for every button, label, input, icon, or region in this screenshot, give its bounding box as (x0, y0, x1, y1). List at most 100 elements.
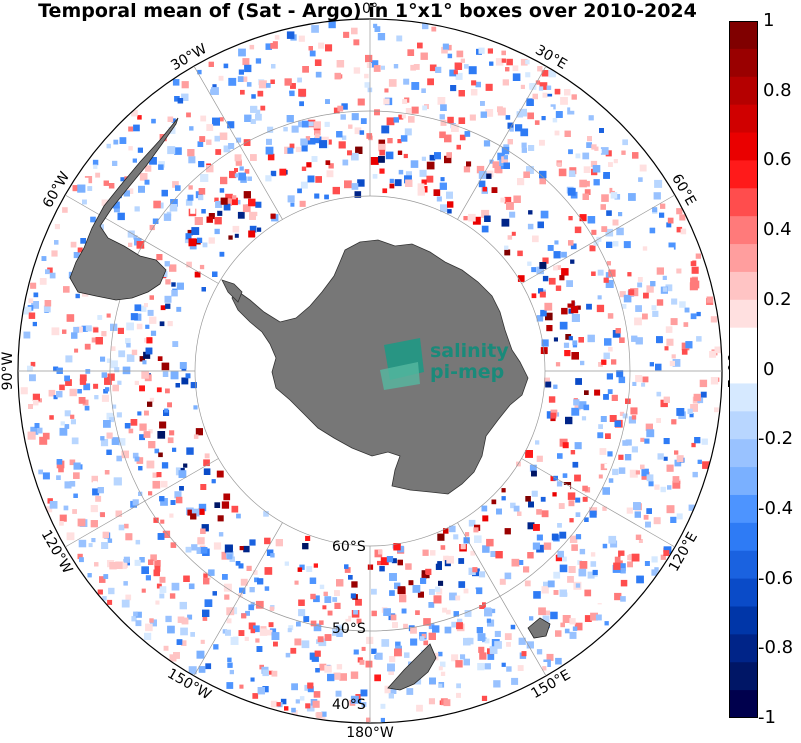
anomaly-cell (242, 204, 251, 213)
anomaly-cell (570, 305, 579, 314)
anomaly-cell (88, 543, 93, 548)
anomaly-cell (163, 213, 172, 221)
anomaly-cell (187, 194, 194, 201)
anomaly-cell (383, 98, 390, 105)
anomaly-cell (150, 554, 157, 561)
anomaly-cell (679, 214, 686, 221)
anomaly-cell (509, 211, 516, 218)
anomaly-cell (525, 496, 531, 502)
anomaly-cell (250, 677, 255, 682)
anomaly-cell (79, 557, 84, 563)
anomaly-cell (579, 548, 586, 555)
anomaly-cell (435, 586, 441, 592)
anomaly-cell (537, 66, 543, 72)
anomaly-cell (213, 644, 219, 650)
anomaly-cell (554, 88, 561, 95)
anomaly-cell (232, 225, 240, 233)
anomaly-cell (592, 569, 598, 576)
anomaly-cell (375, 652, 383, 660)
anomaly-cell (200, 174, 209, 182)
anomaly-cell (463, 588, 469, 594)
anomaly-cell (563, 485, 571, 493)
anomaly-cell (165, 303, 171, 309)
anomaly-cell (100, 439, 109, 447)
anomaly-cell (373, 23, 378, 28)
anomaly-cell (511, 677, 519, 685)
anomaly-cell (325, 99, 330, 104)
anomaly-cell (507, 122, 514, 129)
anomaly-cell (106, 313, 111, 318)
anomaly-cell (544, 302, 553, 311)
anomaly-cell (256, 646, 263, 652)
logo-text-line2: pi-mep (430, 361, 504, 383)
anomaly-cell (212, 591, 217, 596)
anomaly-cell (665, 326, 673, 333)
anomaly-cell (425, 568, 432, 575)
anomaly-cell (152, 480, 161, 489)
anomaly-cell (526, 641, 534, 649)
anomaly-cell (150, 330, 157, 336)
anomaly-cell (149, 224, 155, 231)
anomaly-cell (218, 75, 224, 81)
anomaly-cell (77, 553, 83, 560)
anomaly-cell (607, 313, 614, 319)
anomaly-cell (643, 292, 649, 299)
anomaly-cell (608, 478, 614, 483)
anomaly-cell (290, 202, 295, 207)
anomaly-cell (504, 249, 511, 256)
antarctic-peninsula (221, 279, 243, 303)
anomaly-cell (287, 147, 294, 154)
anomaly-cell (479, 571, 486, 578)
anomaly-cell (106, 412, 114, 420)
anomaly-cell (76, 326, 83, 333)
latitude-label: 50°S (332, 621, 366, 637)
anomaly-cell (134, 456, 140, 462)
anomaly-cell (447, 209, 452, 214)
anomaly-cell (458, 117, 466, 124)
anomaly-cell (341, 135, 347, 140)
anomaly-cell (366, 63, 372, 68)
anomaly-cell (405, 171, 412, 178)
anomaly-cell (196, 650, 205, 659)
anomaly-cell (118, 350, 126, 358)
anomaly-cell (195, 428, 203, 436)
anomaly-cell (186, 261, 192, 268)
anomaly-cell (154, 448, 160, 454)
anomaly-cell (136, 323, 143, 330)
anomaly-cell (181, 81, 189, 89)
anomaly-cell (53, 395, 58, 400)
anomaly-cell (157, 431, 166, 439)
anomaly-cell (446, 609, 451, 615)
anomaly-cell (305, 535, 311, 541)
anomaly-cell (561, 307, 568, 315)
anomaly-cell (137, 115, 142, 120)
anomaly-cell (284, 561, 289, 566)
anomaly-cell (299, 564, 305, 570)
anomaly-cell (343, 31, 350, 38)
anomaly-cell (618, 454, 624, 460)
anomaly-cell (442, 607, 447, 613)
anomaly-cell (482, 515, 489, 522)
anomaly-cell (315, 71, 322, 78)
anomaly-cell (532, 542, 540, 550)
anomaly-cell (159, 421, 167, 429)
colorbar-swatch (729, 188, 758, 217)
anomaly-cell (309, 652, 317, 660)
anomaly-cell (691, 266, 699, 274)
anomaly-cell (298, 609, 306, 617)
anomaly-cell (506, 58, 513, 66)
anomaly-cell (219, 251, 225, 257)
anomaly-cell (663, 396, 670, 403)
anomaly-cell (420, 577, 427, 584)
anomaly-cell (268, 670, 273, 675)
anomaly-cell (131, 616, 137, 622)
anomaly-cell (443, 699, 451, 707)
anomaly-cell (248, 622, 256, 630)
anomaly-cell (229, 556, 235, 562)
anomaly-cell (351, 27, 358, 35)
anomaly-cell (582, 485, 588, 492)
anomaly-cell (70, 414, 75, 419)
anomaly-cell (458, 558, 465, 564)
anomaly-cell (49, 501, 58, 509)
anomaly-cell (385, 151, 394, 160)
